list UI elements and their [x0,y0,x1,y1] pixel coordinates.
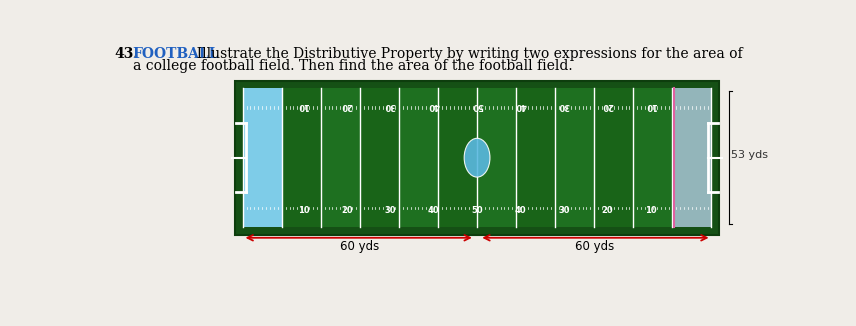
Bar [282,88,321,227]
Text: 40: 40 [428,206,439,215]
Text: 10: 10 [645,206,657,215]
Bar [556,88,594,227]
Bar [633,88,673,227]
Text: 10: 10 [645,100,657,110]
Bar [673,88,711,227]
Bar [242,88,282,227]
Text: 20: 20 [341,100,353,110]
Text: 53 yds: 53 yds [731,150,768,160]
Text: 20: 20 [602,206,613,215]
Text: 30: 30 [558,100,569,110]
Bar [235,81,719,235]
Text: 50: 50 [472,206,483,215]
Bar [321,88,360,227]
Text: 50: 50 [472,100,483,110]
Text: 60 yds: 60 yds [574,240,614,253]
Bar [360,88,399,227]
Bar [242,88,711,227]
Text: 20: 20 [602,100,613,110]
Text: FOOTBALL: FOOTBALL [133,47,219,61]
Bar [399,88,438,227]
Text: Illustrate the Distributive Property by writing two expressions for the area of: Illustrate the Distributive Property by … [188,47,743,61]
Text: 30: 30 [558,206,569,215]
Text: 20: 20 [341,206,353,215]
Text: 10: 10 [298,206,309,215]
Text: 40: 40 [514,100,526,110]
Text: 30: 30 [384,206,396,215]
Bar [242,88,282,227]
Bar [594,88,633,227]
Text: 10: 10 [298,100,309,110]
Bar [477,88,516,227]
Text: 40: 40 [514,206,526,215]
Text: 43.: 43. [115,47,139,61]
Ellipse shape [464,138,490,177]
Text: 60 yds: 60 yds [340,240,379,253]
Bar [673,88,711,227]
Text: a college football field. Then find the area of the football field.: a college football field. Then find the … [133,59,572,73]
Text: 30: 30 [384,100,396,110]
Bar [438,88,477,227]
Text: 40: 40 [428,100,439,110]
Bar [516,88,556,227]
